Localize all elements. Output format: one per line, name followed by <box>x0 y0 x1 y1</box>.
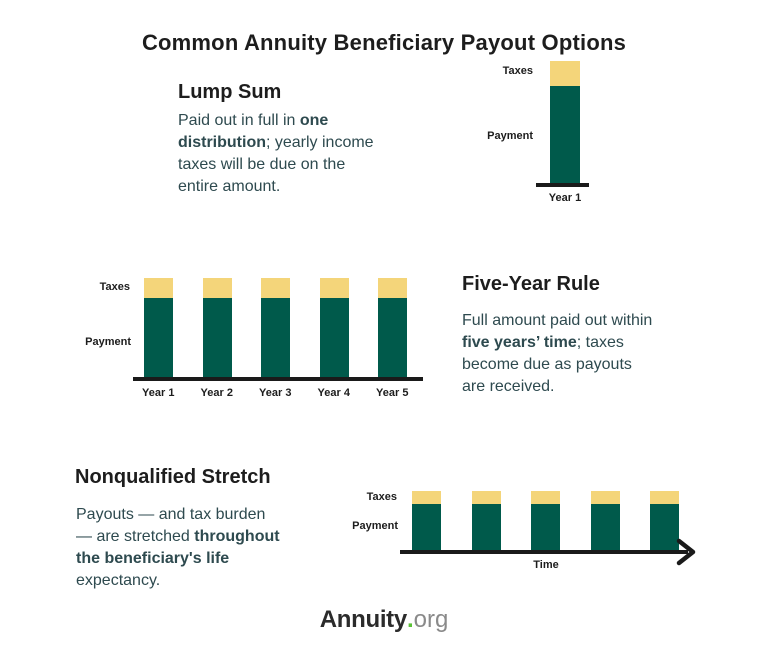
annuity-logo: Annuity.org <box>0 606 768 634</box>
taxes-series-label: Taxes <box>366 491 397 503</box>
segment-taxes <box>202 278 232 298</box>
bar-period-5 <box>650 491 679 550</box>
segment-payment <box>378 298 407 377</box>
category-label: Year 5 <box>376 387 409 399</box>
bars-group <box>412 491 679 550</box>
segment-payment <box>590 504 620 550</box>
bar-period-2 <box>471 491 501 550</box>
segment-taxes <box>378 278 407 298</box>
category-label: Year 4 <box>317 387 350 399</box>
taxes-series-label: Taxes <box>502 65 533 77</box>
logo-dot: . <box>406 606 414 633</box>
body-text: expectancy. <box>76 572 161 589</box>
body-text: taxes will be due on the <box>178 156 346 173</box>
payment-series-label: Payment <box>85 336 131 348</box>
bar-period-3 <box>531 491 560 550</box>
bars-group <box>144 278 407 377</box>
nonqualified-stretch-chart: Taxes Payment Time <box>340 478 720 583</box>
page-title: Common Annuity Beneficiary Payout Option… <box>141 30 627 55</box>
segment-taxes <box>144 278 173 298</box>
arrow-right-icon <box>676 538 696 566</box>
section-body-lump-sum: Paid out in full in one distribution; yea… <box>178 110 448 198</box>
logo-tld-text: org <box>413 606 449 633</box>
bar-year-5 <box>378 278 407 377</box>
x-axis-line <box>536 183 589 187</box>
body-text: ; yearly income <box>265 134 374 151</box>
segment-taxes <box>471 491 501 504</box>
payment-series-label: Payment <box>352 520 398 532</box>
body-text-bold: throughout <box>194 528 280 545</box>
segment-payment <box>550 86 580 183</box>
section-heading-five-year-rule: Five-Year Rule <box>462 273 600 295</box>
segment-payment <box>261 298 290 377</box>
segment-taxes <box>531 491 560 504</box>
taxes-series-label: Taxes <box>99 281 130 293</box>
bar-year-1 <box>550 61 580 183</box>
segment-taxes <box>550 61 580 86</box>
segment-taxes <box>261 278 290 298</box>
section-body-nonqualified-stretch: Payouts — and tax burden — are stretched … <box>76 504 356 592</box>
time-axis-label: Time <box>533 559 559 571</box>
body-text: Paid out in full in <box>178 112 300 129</box>
body-text: are received. <box>462 378 555 395</box>
body-text-bold: the beneficiary's life <box>76 550 230 567</box>
body-text: — are stretched <box>76 528 195 545</box>
category-labels: Year 1 <box>520 192 610 205</box>
body-text-bold: one <box>299 112 329 129</box>
segment-payment <box>531 504 560 550</box>
bar-period-4 <box>590 491 620 550</box>
bar-year-3 <box>261 278 290 377</box>
segment-payment <box>412 504 441 550</box>
segment-payment <box>202 298 232 377</box>
segment-payment <box>471 504 501 550</box>
body-text: Payouts — and tax burden <box>76 506 266 523</box>
category-labels: Year 1 Year 2 Year 3 Year 4 Year 5 <box>129 387 422 400</box>
segment-taxes <box>590 491 620 504</box>
lump-sum-chart: Taxes Payment Year 1 <box>470 56 620 216</box>
body-text: entire amount. <box>178 178 281 195</box>
segment-taxes <box>319 278 349 298</box>
category-label: Year 1 <box>548 192 582 204</box>
five-year-rule-chart: Taxes Payment Year 1 Year 2 Year 3 Year 4 Ye… <box>80 270 442 410</box>
x-axis-line <box>133 377 423 381</box>
section-heading-lump-sum: Lump Sum <box>178 81 282 103</box>
time-axis-line <box>400 550 688 554</box>
segment-payment <box>650 504 679 550</box>
body-text: become due as payouts <box>462 356 632 373</box>
body-text: ; taxes <box>576 334 624 351</box>
body-text: Full amount paid out within <box>462 312 653 329</box>
section-body-five-year-rule: Full amount paid out within five years’ t… <box>462 310 752 398</box>
section-heading-nonqualified-stretch: Nonqualified Stretch <box>75 466 271 488</box>
bars-group <box>550 61 580 183</box>
logo-brand-text: Annuity <box>319 606 408 633</box>
bar-period-1 <box>412 491 441 550</box>
segment-payment <box>144 298 173 377</box>
body-text-bold: five years’ time <box>462 334 577 351</box>
payment-series-label: Payment <box>487 130 533 142</box>
bar-year-2 <box>202 278 232 377</box>
bar-year-1 <box>144 278 173 377</box>
body-text-bold: distribution <box>178 134 266 151</box>
category-label: Year 3 <box>259 387 292 399</box>
segment-taxes <box>650 491 679 504</box>
category-label: Year 2 <box>200 387 233 399</box>
segment-taxes <box>412 491 441 504</box>
segment-payment <box>319 298 349 377</box>
category-label: Year 1 <box>142 387 175 399</box>
bar-year-4 <box>319 278 349 377</box>
